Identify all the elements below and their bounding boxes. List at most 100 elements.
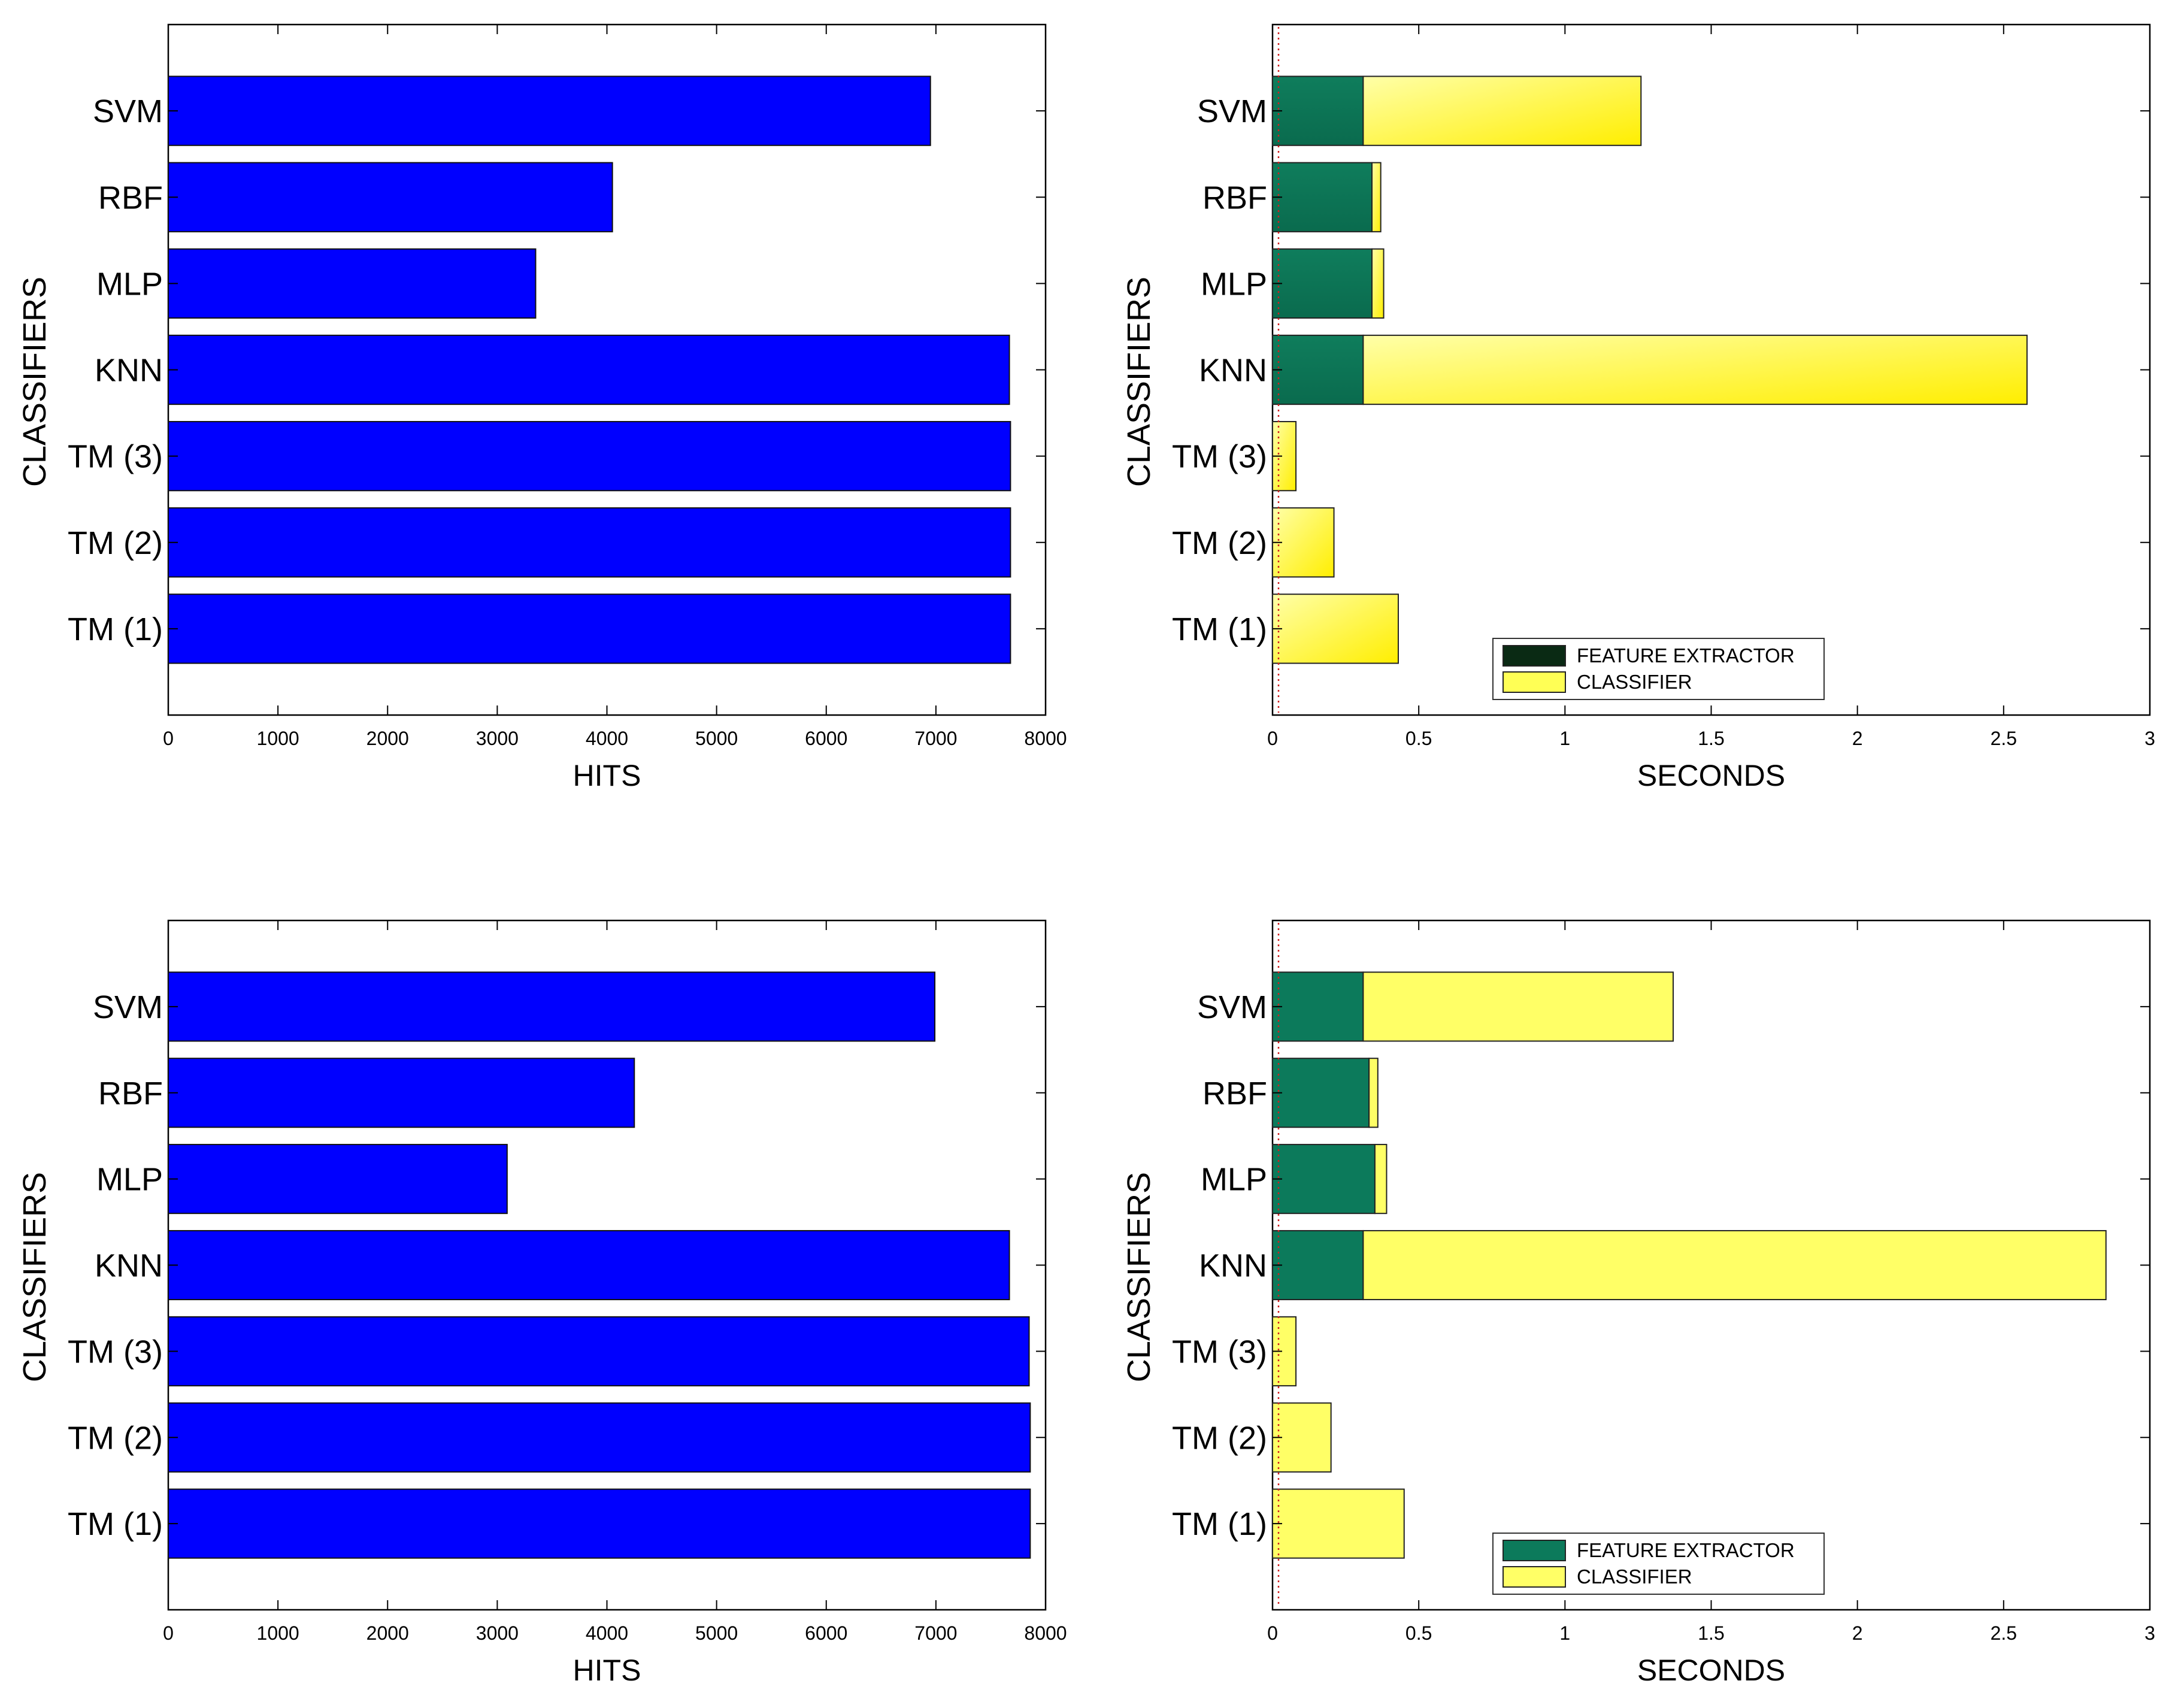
y-axis-title: CLASSIFIERS — [1121, 277, 1157, 487]
category-label-tm-3: TM (3) — [68, 1334, 163, 1370]
category-label-knn: KNN — [95, 353, 163, 389]
y-axis-title: CLASSIFIERS — [17, 1172, 53, 1382]
category-label-rbf: RBF — [98, 1076, 163, 1112]
bar-feature-extractor-knn — [1272, 1229, 1364, 1301]
category-label-tm-1: TM (1) — [68, 611, 163, 647]
x-tick-label: 1.5 — [1698, 1622, 1724, 1644]
category-label-mlp: MLP — [96, 1162, 163, 1198]
x-tick-label: 0 — [163, 728, 174, 749]
x-tick-label: 1.5 — [1698, 728, 1724, 749]
seconds-chart-top: SVM RBF MLP KNN TM (3) TM (2) TM (1) 0 0.5 1 1.5 2 2… — [1121, 23, 2155, 792]
category-label-svm: SVM — [1197, 93, 1267, 129]
x-axis-title: SECONDS — [1637, 759, 1785, 792]
x-tick-label: 7000 — [914, 1622, 957, 1644]
category-label-mlp: MLP — [96, 266, 163, 302]
bar-classifier-tm-1 — [1272, 1488, 1405, 1559]
x-axis-title: HITS — [573, 759, 641, 792]
category-label-svm: SVM — [93, 989, 163, 1025]
legend-label-classifier: CLASSIFIER — [1577, 1565, 1692, 1588]
legend-label-feature-extractor: FEATURE EXTRACTOR — [1577, 1539, 1795, 1561]
bar-rbf — [168, 1058, 635, 1128]
x-tick-label: 1 — [1559, 1622, 1570, 1644]
category-label-knn: KNN — [95, 1248, 163, 1284]
bar-tm-3 — [168, 420, 1011, 492]
legend-label-feature-extractor: FEATURE EXTRACTOR — [1577, 644, 1795, 667]
x-axis-title: HITS — [573, 1654, 641, 1687]
category-label-rbf: RBF — [1202, 180, 1267, 216]
bar-svm — [168, 971, 936, 1042]
bar-classifier-mlp — [1371, 248, 1385, 319]
bar-feature-extractor-svm — [1272, 75, 1364, 146]
category-label-tm-1: TM (1) — [1172, 611, 1267, 647]
bar-classifier-mlp — [1374, 1144, 1388, 1215]
bar-tm-1 — [168, 593, 1011, 664]
x-tick-label: 8000 — [1024, 728, 1067, 749]
category-label-tm-2: TM (2) — [68, 525, 163, 561]
x-tick-label: 1000 — [257, 1622, 299, 1644]
x-tick-label: 3 — [2144, 1622, 2155, 1644]
seconds-chart-bottom: SVM RBF MLP KNN TM (3) TM (2) TM (1) 0 0.5 1 1.5 2 2… — [1121, 919, 2155, 1687]
category-label-tm-2: TM (2) — [1172, 525, 1267, 561]
x-tick-label: 4000 — [586, 1622, 628, 1644]
bar-rbf — [168, 162, 613, 232]
x-tick-label: 5000 — [695, 1622, 738, 1644]
legend-label-classifier: CLASSIFIER — [1577, 671, 1692, 693]
category-label-svm: SVM — [1197, 989, 1267, 1025]
bar-classifier-rbf — [1368, 1058, 1379, 1128]
bar-tm-3 — [168, 1316, 1030, 1386]
bar-mlp — [168, 248, 537, 319]
bar-feature-extractor-knn — [1272, 334, 1364, 405]
x-tick-label: 2000 — [366, 1622, 409, 1644]
category-label-mlp: MLP — [1201, 266, 1267, 302]
x-tick-label: 0.5 — [1405, 728, 1432, 749]
y-axis-title: CLASSIFIERS — [17, 277, 53, 487]
x-tick-label: 0 — [163, 1622, 174, 1644]
bar-classifier-rbf — [1371, 162, 1382, 232]
bar-classifier-svm — [1362, 971, 1674, 1042]
category-label-tm-1: TM (1) — [68, 1506, 163, 1542]
category-label-tm-2: TM (2) — [1172, 1420, 1267, 1456]
x-tick-label: 4000 — [586, 728, 628, 749]
bar-feature-extractor-mlp — [1272, 248, 1373, 319]
x-tick-label: 2 — [1852, 1622, 1863, 1644]
hits-chart-top: SVM RBF MLP KNN TM (3) TM (2) TM (1) 0 1000 2000 3… — [17, 23, 1067, 792]
bar-feature-extractor-svm — [1272, 971, 1364, 1042]
x-tick-label: 8000 — [1024, 1622, 1067, 1644]
bar-feature-extractor-rbf — [1272, 162, 1373, 232]
category-label-knn: KNN — [1199, 353, 1267, 389]
x-tick-label: 2000 — [366, 728, 409, 749]
bar-feature-extractor-rbf — [1272, 1058, 1370, 1128]
bar-tm-2 — [168, 1402, 1031, 1473]
category-label-knn: KNN — [1199, 1248, 1267, 1284]
category-label-tm-3: TM (3) — [1172, 439, 1267, 475]
x-tick-label: 2.5 — [1991, 728, 2017, 749]
legend-swatch-feature-extractor — [1502, 645, 1566, 667]
bar-classifier-tm-2 — [1272, 507, 1335, 578]
bar-classifier-svm — [1362, 75, 1642, 146]
x-tick-label: 6000 — [805, 1622, 847, 1644]
x-tick-label: 0 — [1267, 1622, 1278, 1644]
x-axis-title: SECONDS — [1637, 1654, 1785, 1687]
bar-classifier-tm-1 — [1272, 593, 1399, 664]
bar-knn — [168, 1229, 1010, 1301]
category-label-rbf: RBF — [98, 180, 163, 216]
x-tick-label: 5000 — [695, 728, 738, 749]
bar-tm-2 — [168, 507, 1011, 578]
legend-swatch-feature-extractor — [1502, 1540, 1566, 1561]
x-tick-label: 0.5 — [1405, 1622, 1432, 1644]
x-tick-label: 6000 — [805, 728, 847, 749]
category-label-tm-2: TM (2) — [68, 1420, 163, 1456]
x-tick-label: 1 — [1559, 728, 1570, 749]
x-tick-label: 2.5 — [1991, 1622, 2017, 1644]
bar-classifier-knn — [1362, 1229, 2107, 1301]
category-label-rbf: RBF — [1202, 1076, 1267, 1112]
x-tick-label: 2 — [1852, 728, 1863, 749]
bar-tm-1 — [168, 1488, 1031, 1559]
category-label-tm-1: TM (1) — [1172, 1506, 1267, 1542]
category-label-mlp: MLP — [1201, 1162, 1267, 1198]
legend-swatch-classifier — [1502, 1566, 1566, 1588]
legend-swatch-classifier — [1502, 671, 1566, 693]
bar-svm — [168, 75, 931, 146]
x-tick-label: 3000 — [476, 1622, 519, 1644]
